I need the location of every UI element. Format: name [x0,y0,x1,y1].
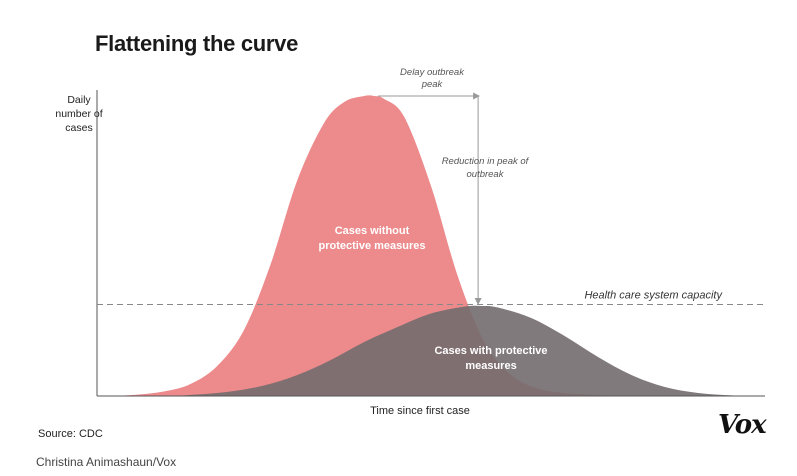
source-note: Source: CDC [38,428,103,440]
series-label-without-measures: Cases without [335,225,410,237]
chart-title: Flattening the curve [95,31,299,56]
y-axis-label: Daily [67,94,91,106]
series-label-without-measures: protective measures [319,240,426,252]
series-label-with-measures: Cases with protective [434,345,547,357]
capacity-label: Health care system capacity [584,290,723,302]
chart-labels: Health care system capacity Daily number o… [55,67,723,417]
annotation-delay-peak: peak [421,79,444,90]
series-areas [97,95,765,396]
series-area-without-measures [97,95,765,396]
annotation-reduction-peak: Reduction in peak of [442,156,530,167]
vox-logo: Vox [718,410,767,440]
y-axis-label: number of [55,108,102,120]
annotation-reduction-peak: outbreak [467,169,505,180]
chart-plot: Health care system capacity Daily number o… [55,67,765,417]
annotation-delay-peak: Delay outbreak [400,67,465,78]
axes [96,90,765,397]
image-credit: Christina Animashaun/Vox [36,455,177,469]
y-axis-label: cases [65,122,92,134]
chart-frame: Flattening the curve Health care system … [38,31,767,440]
series-label-with-measures: measures [465,360,516,372]
series-overlap-tint [97,305,765,396]
x-axis-label: Time since first case [370,405,470,417]
